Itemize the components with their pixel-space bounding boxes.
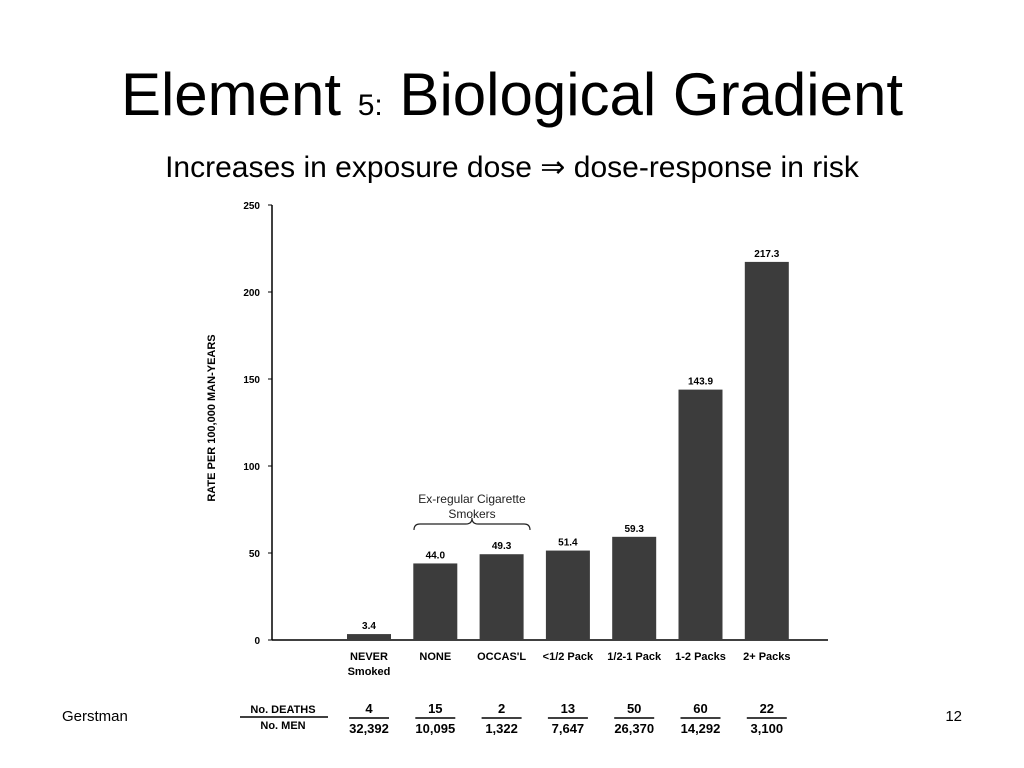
title-part: 5: xyxy=(357,89,383,122)
men-cell: 14,292 xyxy=(681,721,721,736)
deaths-cell: 50 xyxy=(627,701,641,716)
men-cell: 3,100 xyxy=(751,721,784,736)
y-tick-label: 150 xyxy=(243,375,260,386)
x-tick-label: 2+ Packs xyxy=(743,651,791,663)
y-tick-label: 250 xyxy=(243,201,260,212)
x-tick-label: NONE xyxy=(419,651,452,663)
deaths-cell: 60 xyxy=(693,701,707,716)
deaths-cell: 22 xyxy=(760,701,774,716)
footer-right: 12 xyxy=(945,708,962,725)
title-part: Element xyxy=(120,61,342,128)
value-label: 217.3 xyxy=(754,249,779,260)
slide-title: Element 5: Biological Gradient xyxy=(0,60,1024,141)
y-tick-label: 50 xyxy=(249,549,261,560)
annotation: Ex-regular Cigarette Smokers xyxy=(418,492,526,521)
y-axis-label: RATE PER 100,000 MAN-YEARS xyxy=(206,334,218,501)
bar xyxy=(479,554,524,640)
y-tick-label: 200 xyxy=(243,288,260,299)
y-tick-label: 100 xyxy=(243,462,260,473)
row-label: No. MEN xyxy=(260,720,305,732)
deaths-cell: 2 xyxy=(498,701,505,716)
value-label: 143.9 xyxy=(688,377,713,388)
x-tick-label: 1/2-1 Pack xyxy=(607,651,662,663)
bar xyxy=(612,536,657,640)
bracket xyxy=(413,517,531,531)
bar xyxy=(744,261,789,640)
x-tick-label: 1-2 Packs xyxy=(675,651,726,663)
bar xyxy=(545,550,590,640)
title-part: Biological Gradient xyxy=(399,61,904,128)
deaths-cell: 13 xyxy=(561,701,575,716)
x-tick-label: OCCAS'L xyxy=(477,651,527,663)
value-label: 49.3 xyxy=(492,541,512,552)
y-tick-label: 0 xyxy=(254,636,260,647)
slide-subtitle: Increases in exposure dose ⇒ dose-respon… xyxy=(165,151,859,184)
row-label: No. DEATHS xyxy=(250,704,315,716)
value-label: 44.0 xyxy=(426,550,446,561)
value-label: 59.3 xyxy=(624,524,644,535)
bar xyxy=(678,389,723,640)
men-cell: 32,392 xyxy=(349,721,389,736)
value-label: 51.4 xyxy=(558,538,578,549)
x-tick-label: <1/2 Pack xyxy=(542,651,594,663)
men-cell: 10,095 xyxy=(415,721,455,736)
x-tick-label: NEVER Smoked xyxy=(347,651,391,678)
men-cell: 7,647 xyxy=(552,721,585,736)
men-cell: 26,370 xyxy=(614,721,654,736)
footer-left: Gerstman xyxy=(62,708,128,725)
deaths-cell: 15 xyxy=(428,701,442,716)
men-cell: 1,322 xyxy=(485,721,518,736)
bar xyxy=(347,634,391,640)
deaths-cell: 4 xyxy=(365,701,373,716)
value-label: 3.4 xyxy=(362,621,376,632)
bar xyxy=(413,563,458,640)
